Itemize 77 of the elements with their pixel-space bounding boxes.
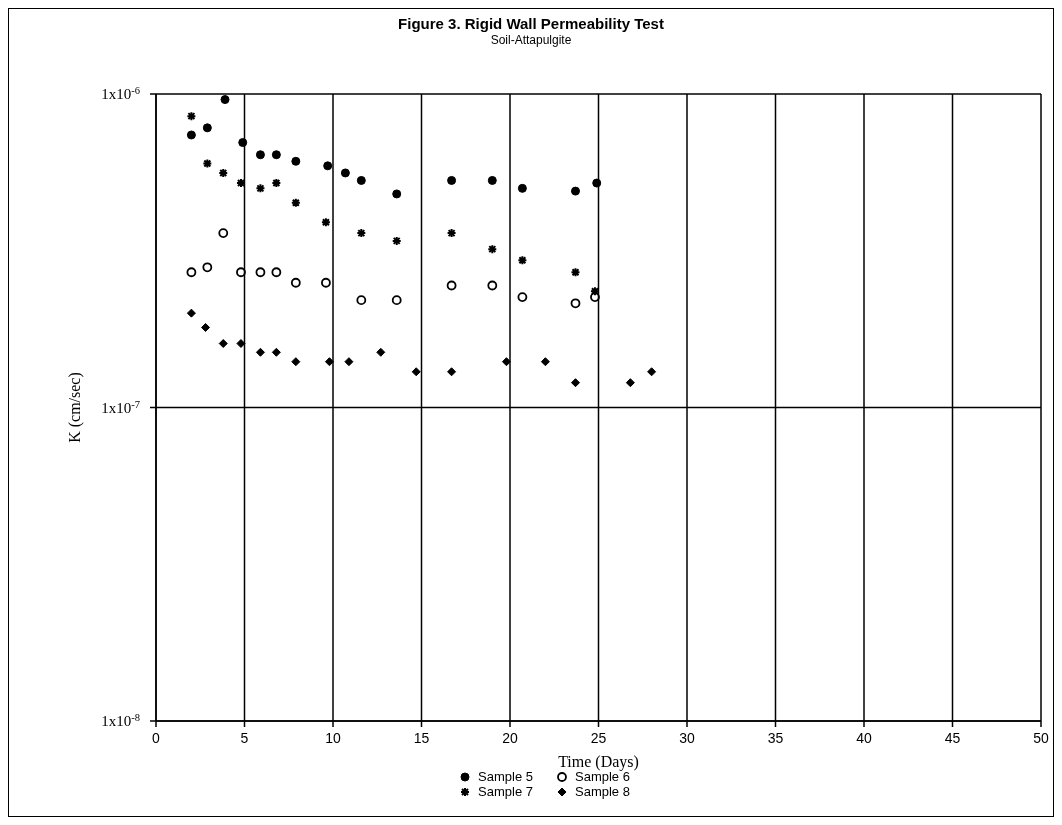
point bbox=[255, 183, 266, 194]
point bbox=[356, 295, 367, 306]
x-tick-label: 25 bbox=[590, 730, 607, 746]
x-tick-label: 20 bbox=[502, 730, 518, 746]
y-tick-label: 1x10$^{-6}$ bbox=[101, 84, 140, 102]
point bbox=[218, 228, 229, 238]
point bbox=[218, 339, 228, 349]
x-tick-label: 5 bbox=[240, 730, 249, 746]
y-tick-label: 1x10$^{-7}$ bbox=[101, 398, 140, 416]
x-axis-title: Time (Days) bbox=[558, 753, 639, 771]
point bbox=[186, 111, 197, 122]
point bbox=[202, 123, 212, 133]
point bbox=[647, 367, 657, 377]
point bbox=[186, 130, 196, 140]
point bbox=[540, 357, 550, 367]
point bbox=[186, 267, 197, 278]
point bbox=[570, 186, 580, 196]
point bbox=[186, 308, 196, 318]
x-tick-label: 30 bbox=[679, 730, 695, 746]
point bbox=[487, 244, 498, 255]
point bbox=[236, 267, 246, 278]
legend-label: Sample 7 bbox=[478, 784, 533, 799]
point bbox=[625, 378, 635, 388]
point bbox=[238, 138, 248, 148]
point bbox=[570, 298, 581, 309]
x-tick-label: 10 bbox=[325, 730, 341, 746]
point bbox=[446, 280, 457, 291]
point bbox=[236, 339, 246, 349]
chart-subtitle: Soil-Attapulgite bbox=[489, 33, 573, 47]
point bbox=[447, 175, 457, 185]
point bbox=[220, 95, 230, 105]
point bbox=[376, 347, 386, 357]
point bbox=[517, 183, 527, 193]
point bbox=[255, 267, 266, 278]
y-tick-label: 1x10$^{-8}$ bbox=[101, 711, 140, 729]
point bbox=[323, 161, 333, 171]
point bbox=[320, 217, 331, 228]
point bbox=[271, 150, 281, 160]
point bbox=[255, 150, 265, 160]
y-axis-title: K (cm/sec) bbox=[65, 372, 84, 443]
point bbox=[340, 168, 350, 178]
point bbox=[344, 357, 354, 367]
point bbox=[590, 292, 600, 302]
x-tick-label: 15 bbox=[413, 730, 430, 746]
point bbox=[501, 357, 511, 367]
point bbox=[291, 357, 301, 367]
point bbox=[201, 322, 211, 332]
point bbox=[570, 378, 580, 388]
point bbox=[447, 367, 457, 377]
chart-title: Figure 3. Rigid Wall Permeability Test bbox=[397, 15, 665, 32]
point bbox=[290, 277, 301, 288]
point bbox=[487, 175, 497, 185]
x-tick-label: 50 bbox=[1033, 730, 1049, 746]
legend-label: Sample 5 bbox=[478, 769, 533, 784]
point bbox=[411, 367, 421, 377]
point bbox=[324, 357, 334, 367]
x-tick-label: 45 bbox=[944, 730, 961, 746]
legend-label: Sample 8 bbox=[575, 784, 630, 799]
x-tick-label: 40 bbox=[856, 730, 872, 746]
point bbox=[391, 295, 402, 306]
point bbox=[356, 175, 366, 185]
x-tick-label: 35 bbox=[767, 730, 784, 746]
point bbox=[392, 189, 402, 199]
point bbox=[592, 178, 602, 188]
point bbox=[255, 347, 265, 357]
point bbox=[290, 197, 301, 208]
point bbox=[271, 347, 281, 357]
point bbox=[570, 267, 581, 278]
point bbox=[517, 255, 528, 266]
point bbox=[202, 158, 213, 169]
point bbox=[321, 277, 331, 288]
x-tick-label: 0 bbox=[152, 730, 161, 746]
point bbox=[202, 262, 213, 273]
point bbox=[487, 280, 498, 291]
point bbox=[517, 292, 528, 302]
point bbox=[291, 156, 301, 166]
point bbox=[271, 267, 282, 278]
